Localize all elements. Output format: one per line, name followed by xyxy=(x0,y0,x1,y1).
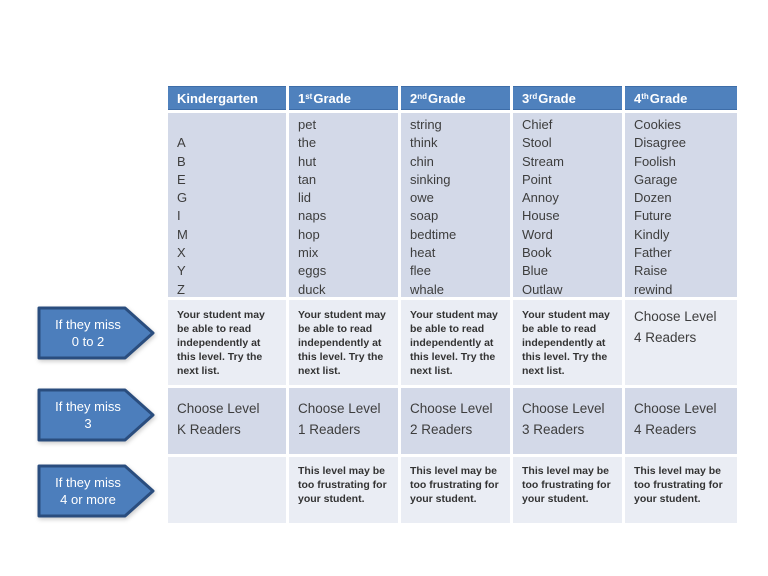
miss-0-2-cell-kindergarten: Your student may be able to read indepen… xyxy=(168,300,286,385)
word-list-3rd-grade: Chief Stool Stream Point Annoy House Wor… xyxy=(513,113,622,297)
miss-0-2-cell-1st-grade: Your student may be able to read indepen… xyxy=(289,300,398,385)
arrow-label-line2: 4 or more xyxy=(60,492,116,507)
header-text: 3 xyxy=(522,90,530,106)
arrow-if-they-miss-0-to-2: If they miss 0 to 2 xyxy=(37,306,155,360)
miss-3-cell-2nd-grade: Choose Level 2 Readers xyxy=(401,388,510,454)
miss-3-cell-kindergarten: Choose Level K Readers xyxy=(168,388,286,454)
arrow-label: If they miss 4 or more xyxy=(41,464,135,518)
miss-3-cell-4th-grade: Choose Level 4 Readers xyxy=(625,388,737,454)
arrow-right-shape-icon xyxy=(37,306,155,360)
arrow-right-shape-icon xyxy=(37,388,155,442)
word-list-1st-grade: pet the hut tan lid naps hop mix eggs du… xyxy=(289,113,398,297)
header-text: 1 xyxy=(298,90,306,106)
arrow-label: If they miss 0 to 2 xyxy=(41,306,135,360)
miss-4-cell-2nd-grade: This level may be too frustrating for yo… xyxy=(401,457,510,523)
word-list-4th-grade: Cookies Disagree Foolish Garage Dozen Fu… xyxy=(625,113,737,297)
miss-4-cell-3rd-grade: This level may be too frustrating for yo… xyxy=(513,457,622,523)
arrow-label-line1: If they miss xyxy=(55,317,121,332)
header-text-rest: Grade xyxy=(428,90,466,106)
miss-3-cell-1st-grade: Choose Level 1 Readers xyxy=(289,388,398,454)
header-text-rest: Grade xyxy=(313,90,351,106)
arrow-right-shape-icon xyxy=(37,464,155,518)
miss-4-cell-4th-grade: This level may be too frustrating for yo… xyxy=(625,457,737,523)
miss-0-2-cell-2nd-grade: Your student may be able to read indepen… xyxy=(401,300,510,385)
header-text-rest: Grade xyxy=(538,90,576,106)
arrow-if-they-miss-3: If they miss 3 xyxy=(37,388,155,442)
arrow-if-they-miss-4-or-more: If they miss 4 or more xyxy=(37,464,155,518)
miss-4-cell-1st-grade: This level may be too frustrating for yo… xyxy=(289,457,398,523)
header-cell-kindergarten: Kindergarten xyxy=(168,86,286,110)
arrow-label-line2: 0 to 2 xyxy=(71,334,105,349)
arrow-label-line2: 3 xyxy=(84,416,92,431)
miss-0-2-cell-4th-grade: Choose Level 4 Readers xyxy=(625,300,737,385)
arrow-label-line1: If they miss xyxy=(55,475,121,490)
miss-4-cell-kindergarten xyxy=(168,457,286,523)
header-text: 4 xyxy=(634,90,642,106)
word-list-2nd-grade: string think chin sinking owe soap bedti… xyxy=(401,113,510,297)
miss-3-cell-3rd-grade: Choose Level 3 Readers xyxy=(513,388,622,454)
header-text: Kindergarten xyxy=(177,90,258,106)
header-text: 2 xyxy=(410,90,418,106)
word-list-kindergarten: A B E G I M X Y Z xyxy=(168,113,286,297)
miss-0-2-cell-3rd-grade: Your student may be able to read indepen… xyxy=(513,300,622,385)
arrow-label: If they miss 3 xyxy=(41,388,135,442)
header-text-rest: Grade xyxy=(649,90,688,106)
arrow-label-line1: If they miss xyxy=(55,399,121,414)
